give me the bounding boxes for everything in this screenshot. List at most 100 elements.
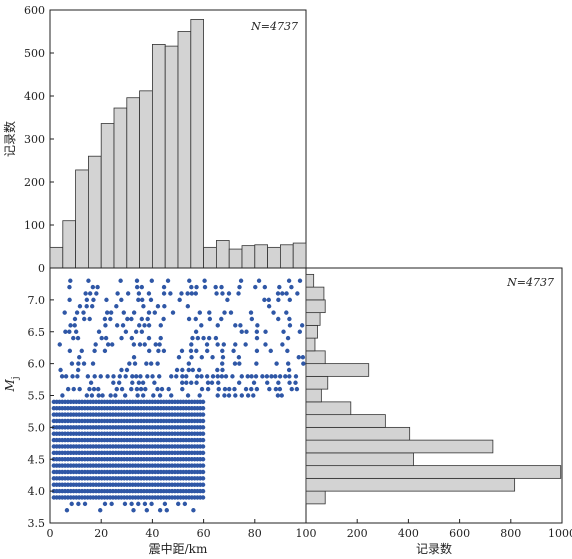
scatter-point (207, 310, 212, 315)
scatter-point (199, 374, 204, 379)
scatter-x-tick-label: 60 (197, 527, 211, 540)
scatter-point (275, 393, 281, 398)
scatter-point (210, 374, 216, 379)
scatter-point (156, 348, 161, 354)
scatter-point (161, 348, 167, 354)
scatter-point (67, 297, 72, 303)
scatter-point (68, 323, 73, 328)
scatter-point (130, 374, 135, 379)
scatter-point (190, 367, 196, 373)
right-x-axis: 200 400 600 800 1000 (305, 519, 572, 540)
scatter-point (134, 386, 140, 392)
scatter-point (148, 361, 154, 366)
scatter-point (295, 291, 300, 296)
scatter-point (286, 367, 292, 373)
scatter-point (189, 291, 194, 296)
scatter-point (204, 374, 210, 379)
scatter-point (248, 310, 254, 315)
scatter-point (200, 495, 206, 500)
scatter-point (279, 393, 284, 398)
scatter-point (134, 284, 140, 290)
scatter-point (265, 380, 270, 385)
scatter-point (125, 316, 130, 322)
top-y-axis: 0 100 200 300 400 500 600 (24, 4, 54, 275)
scatter-x-axis: 0 20 40 60 80 100 (47, 519, 317, 540)
scatter-point (289, 284, 294, 290)
scatter-point (176, 501, 181, 507)
scatter-point (105, 342, 111, 347)
scatter-point (200, 437, 206, 443)
scatter-point (164, 508, 169, 513)
scatter-y-axis-symbol: M (3, 379, 17, 393)
scatter-point (254, 335, 260, 341)
scatter-point (155, 304, 161, 309)
scatter-point (199, 386, 205, 392)
scatter-point (189, 284, 194, 290)
scatter-point (254, 348, 260, 354)
scatter-point (109, 501, 114, 507)
scatter-point (146, 323, 152, 328)
scatter-point (253, 374, 259, 379)
scatter-point (277, 374, 283, 379)
scatter-point (139, 329, 145, 334)
top-bar (113, 107, 128, 269)
top-bar (190, 19, 205, 269)
top-y-tick-label: 500 (24, 47, 45, 60)
scatter-point (72, 323, 77, 328)
scatter-y-tick-label: 6.0 (28, 358, 46, 371)
scatter-point (74, 310, 80, 315)
top-bar (164, 45, 179, 269)
scatter-x-tick-label: 0 (47, 527, 54, 540)
scatter-point (144, 508, 150, 513)
scatter-point (299, 323, 305, 328)
scatter-point (277, 284, 282, 290)
scatter-point (215, 323, 220, 328)
scatter-point (219, 316, 224, 322)
top-bar (49, 246, 64, 269)
scatter-point (249, 316, 255, 322)
scatter-point (281, 329, 286, 334)
scatter-point (64, 508, 70, 513)
scatter-point (289, 386, 294, 392)
right-bar (305, 337, 316, 352)
scatter-point (136, 501, 141, 507)
scatter-x-tick-label: 20 (94, 527, 108, 540)
scatter-point (152, 380, 157, 385)
scatter-point (239, 393, 245, 398)
scatter-point (168, 291, 173, 296)
scatter-point (216, 380, 221, 385)
top-bar (88, 155, 102, 269)
top-bar (228, 248, 243, 269)
scatter-point (199, 323, 204, 328)
scatter-point (124, 367, 130, 373)
scatter-point (165, 278, 171, 283)
top-bar (203, 246, 217, 269)
scatter-point (58, 367, 63, 373)
scatter-point (276, 297, 281, 303)
scatter-point (142, 323, 147, 328)
scatter-point (186, 316, 192, 322)
scatter-point (254, 386, 260, 392)
scatter-point (200, 412, 206, 417)
scatter-point (294, 386, 300, 392)
scatter-point (297, 278, 303, 283)
scatter-point (92, 348, 97, 354)
scatter-point (226, 393, 232, 398)
scatter-point (81, 361, 87, 366)
top-y-tick-label: 200 (24, 176, 45, 189)
scatter-point (177, 297, 182, 303)
scatter-point (189, 380, 194, 385)
scatter-point (143, 386, 148, 392)
scatter-point (222, 310, 227, 315)
scatter-point (249, 386, 254, 392)
scatter-x-tick-label: 40 (145, 527, 159, 540)
scatter-point (76, 361, 81, 366)
scatter-point (269, 374, 274, 379)
scatter-point (277, 386, 283, 392)
scatter-y-axis-label: Mj (3, 376, 21, 392)
scatter-point (114, 323, 120, 328)
scatter-point (227, 386, 232, 392)
scatter-point (105, 374, 110, 379)
scatter-point (71, 335, 76, 341)
